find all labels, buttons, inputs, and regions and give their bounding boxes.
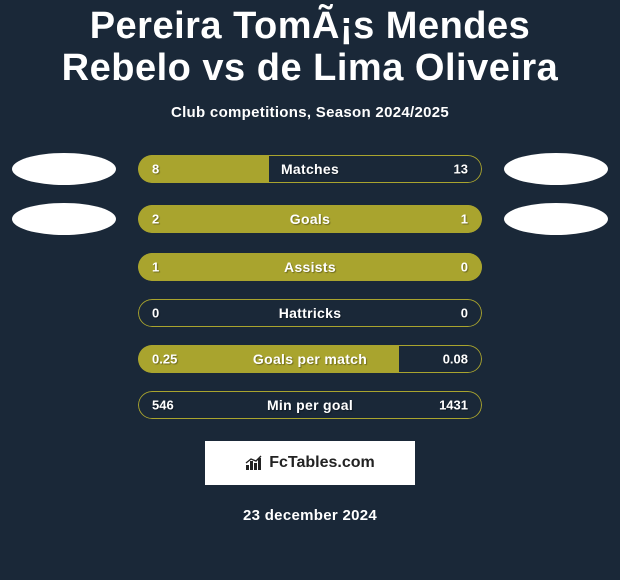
stat-bar: 0.25 0.08 Goals per match [138, 345, 482, 373]
stat-label: Matches [281, 161, 339, 177]
stat-row: 0.25 0.08 Goals per match [0, 345, 620, 373]
stat-value-right: 0 [461, 305, 468, 320]
stat-value-left: 0.25 [152, 351, 177, 366]
stat-value-left: 1 [152, 259, 159, 274]
stat-label: Assists [284, 259, 336, 275]
stat-label: Goals per match [253, 351, 367, 367]
stat-value-right: 1 [461, 211, 468, 226]
watermark: FcTables.com [205, 441, 415, 485]
comparison-card: Pereira TomÃ¡s Mendes Rebelo vs de Lima … [0, 0, 620, 580]
stat-value-right: 1431 [439, 397, 468, 412]
player-left-avatar [12, 203, 116, 235]
stat-value-right: 13 [454, 161, 468, 176]
stat-label: Hattricks [279, 305, 342, 321]
stat-value-left: 546 [152, 397, 174, 412]
date-text: 23 december 2024 [243, 507, 377, 524]
stat-value-left: 2 [152, 211, 159, 226]
subtitle: Club competitions, Season 2024/2025 [171, 104, 449, 121]
bar-fill-left [138, 205, 367, 233]
stat-row: 1 0 Assists [0, 253, 620, 281]
stat-value-left: 8 [152, 161, 159, 176]
stat-row: 0 0 Hattricks [0, 299, 620, 327]
player-right-avatar [504, 203, 608, 235]
chart-icon [245, 455, 265, 471]
stat-bar: 8 13 Matches [138, 155, 482, 183]
stat-bar: 1 0 Assists [138, 253, 482, 281]
stat-bar: 2 1 Goals [138, 205, 482, 233]
stat-value-right: 0 [461, 259, 468, 274]
stat-row: 546 1431 Min per goal [0, 391, 620, 419]
stat-value-left: 0 [152, 305, 159, 320]
stat-bar: 546 1431 Min per goal [138, 391, 482, 419]
stat-bar: 0 0 Hattricks [138, 299, 482, 327]
stat-row: 8 13 Matches [0, 153, 620, 185]
player-right-avatar [504, 153, 608, 185]
stat-value-right: 0.08 [443, 351, 468, 366]
stat-label: Goals [290, 211, 330, 227]
stat-label: Min per goal [267, 397, 353, 413]
player-left-avatar [12, 153, 116, 185]
stat-row: 2 1 Goals [0, 203, 620, 235]
stat-rows: 8 13 Matches 2 1 Goals 1 0 Assists 0 0 Hattricks 0.2… [0, 153, 620, 419]
watermark-text: FcTables.com [269, 454, 375, 472]
page-title: Pereira TomÃ¡s Mendes Rebelo vs de Lima … [0, 0, 620, 90]
